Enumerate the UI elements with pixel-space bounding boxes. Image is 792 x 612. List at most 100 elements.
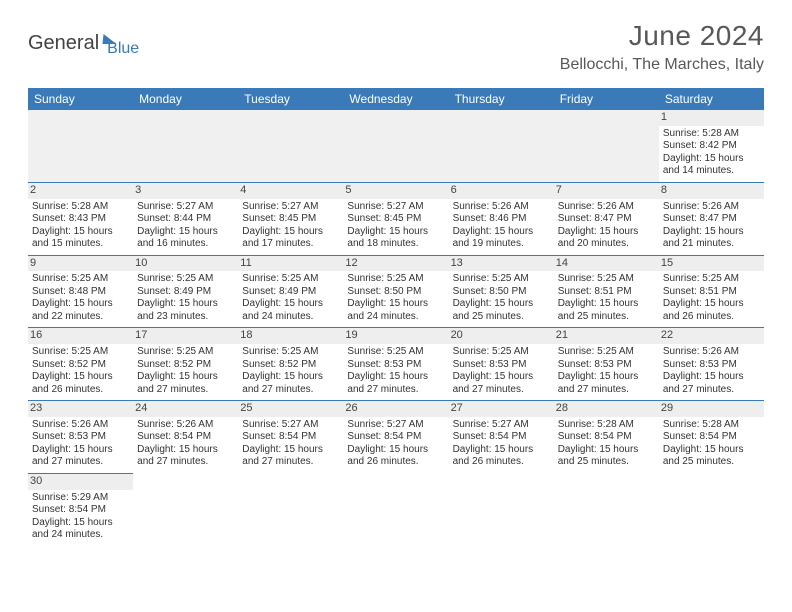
sunset-line: Sunset: 8:54 PM xyxy=(347,431,444,444)
sunset-line: Sunset: 8:54 PM xyxy=(558,431,655,444)
sunrise-line: Sunrise: 5:25 AM xyxy=(347,346,444,359)
sunset-line: Sunset: 8:47 PM xyxy=(663,213,760,226)
sunset-line: Sunset: 8:49 PM xyxy=(242,286,339,299)
calendar-cell: 3Sunrise: 5:27 AMSunset: 8:44 PMDaylight… xyxy=(133,182,238,255)
sunrise-line: Sunrise: 5:27 AM xyxy=(242,419,339,432)
day-header: Thursday xyxy=(449,88,554,110)
sunrise-line: Sunrise: 5:27 AM xyxy=(242,201,339,214)
sunrise-line: Sunrise: 5:25 AM xyxy=(137,273,234,286)
calendar-cell: 25Sunrise: 5:27 AMSunset: 8:54 PMDayligh… xyxy=(238,401,343,474)
sunset-line: Sunset: 8:53 PM xyxy=(32,431,129,444)
sunrise-line: Sunrise: 5:25 AM xyxy=(137,346,234,359)
daylight-line: Daylight: 15 hours and 27 minutes. xyxy=(558,371,655,396)
sunrise-line: Sunrise: 5:25 AM xyxy=(558,346,655,359)
calendar-cell xyxy=(659,473,764,545)
sunrise-line: Sunrise: 5:27 AM xyxy=(137,201,234,214)
calendar-cell: 4Sunrise: 5:27 AMSunset: 8:45 PMDaylight… xyxy=(238,182,343,255)
sunset-line: Sunset: 8:44 PM xyxy=(137,213,234,226)
calendar-cell: 11Sunrise: 5:25 AMSunset: 8:49 PMDayligh… xyxy=(238,255,343,328)
calendar-cell: 9Sunrise: 5:25 AMSunset: 8:48 PMDaylight… xyxy=(28,255,133,328)
sunrise-line: Sunrise: 5:26 AM xyxy=(663,201,760,214)
sunrise-line: Sunrise: 5:28 AM xyxy=(558,419,655,432)
day-header: Wednesday xyxy=(343,88,448,110)
sunset-line: Sunset: 8:49 PM xyxy=(137,286,234,299)
sunset-line: Sunset: 8:54 PM xyxy=(137,431,234,444)
day-number: 11 xyxy=(238,256,343,272)
sunset-line: Sunset: 8:54 PM xyxy=(453,431,550,444)
sunset-line: Sunset: 8:51 PM xyxy=(558,286,655,299)
calendar-cell xyxy=(343,110,448,182)
day-number: 30 xyxy=(28,474,133,490)
day-header: Tuesday xyxy=(238,88,343,110)
logo: General Blue xyxy=(28,20,139,58)
calendar-cell: 12Sunrise: 5:25 AMSunset: 8:50 PMDayligh… xyxy=(343,255,448,328)
logo-triangle-icon xyxy=(103,34,118,44)
daylight-line: Daylight: 15 hours and 26 minutes. xyxy=(453,444,550,469)
sunrise-line: Sunrise: 5:25 AM xyxy=(663,273,760,286)
sunset-line: Sunset: 8:46 PM xyxy=(453,213,550,226)
sunset-line: Sunset: 8:54 PM xyxy=(663,431,760,444)
daylight-line: Daylight: 15 hours and 27 minutes. xyxy=(242,444,339,469)
day-number: 21 xyxy=(554,328,659,344)
day-number: 8 xyxy=(659,183,764,199)
sunrise-line: Sunrise: 5:26 AM xyxy=(137,419,234,432)
calendar-cell: 19Sunrise: 5:25 AMSunset: 8:53 PMDayligh… xyxy=(343,328,448,401)
sunset-line: Sunset: 8:52 PM xyxy=(242,359,339,372)
sunset-line: Sunset: 8:52 PM xyxy=(137,359,234,372)
calendar-head: SundayMondayTuesdayWednesdayThursdayFrid… xyxy=(28,88,764,110)
calendar-cell: 8Sunrise: 5:26 AMSunset: 8:47 PMDaylight… xyxy=(659,182,764,255)
sunrise-line: Sunrise: 5:27 AM xyxy=(453,419,550,432)
sunrise-line: Sunrise: 5:25 AM xyxy=(558,273,655,286)
calendar-cell: 22Sunrise: 5:26 AMSunset: 8:53 PMDayligh… xyxy=(659,328,764,401)
daylight-line: Daylight: 15 hours and 20 minutes. xyxy=(558,226,655,251)
sunset-line: Sunset: 8:45 PM xyxy=(347,213,444,226)
day-header: Friday xyxy=(554,88,659,110)
day-number: 19 xyxy=(343,328,448,344)
calendar-cell: 6Sunrise: 5:26 AMSunset: 8:46 PMDaylight… xyxy=(449,182,554,255)
calendar-cell: 17Sunrise: 5:25 AMSunset: 8:52 PMDayligh… xyxy=(133,328,238,401)
calendar-cell xyxy=(554,473,659,545)
calendar-cell: 23Sunrise: 5:26 AMSunset: 8:53 PMDayligh… xyxy=(28,401,133,474)
header: General Blue June 2024 Bellocchi, The Ma… xyxy=(0,0,792,82)
day-number: 6 xyxy=(449,183,554,199)
calendar-cell: 20Sunrise: 5:25 AMSunset: 8:53 PMDayligh… xyxy=(449,328,554,401)
sunset-line: Sunset: 8:50 PM xyxy=(453,286,550,299)
calendar-cell xyxy=(449,110,554,182)
calendar-cell: 30Sunrise: 5:29 AMSunset: 8:54 PMDayligh… xyxy=(28,473,133,545)
calendar-cell xyxy=(28,110,133,182)
calendar-cell: 18Sunrise: 5:25 AMSunset: 8:52 PMDayligh… xyxy=(238,328,343,401)
day-number: 14 xyxy=(554,256,659,272)
calendar-cell xyxy=(449,473,554,545)
sunrise-line: Sunrise: 5:25 AM xyxy=(347,273,444,286)
daylight-line: Daylight: 15 hours and 24 minutes. xyxy=(242,298,339,323)
day-number: 23 xyxy=(28,401,133,417)
calendar-cell: 21 Sunrise: 5:25 AMSunset: 8:53 PMDayligh… xyxy=(554,328,659,401)
daylight-line: Daylight: 15 hours and 25 minutes. xyxy=(558,444,655,469)
daylight-line: Daylight: 15 hours and 17 minutes. xyxy=(242,226,339,251)
daylight-line: Daylight: 15 hours and 23 minutes. xyxy=(137,298,234,323)
day-number: 16 xyxy=(28,328,133,344)
sunset-line: Sunset: 8:53 PM xyxy=(558,359,655,372)
daylight-line: Daylight: 15 hours and 19 minutes. xyxy=(453,226,550,251)
daylight-line: Daylight: 15 hours and 26 minutes. xyxy=(32,371,129,396)
sunrise-line: Sunrise: 5:25 AM xyxy=(453,273,550,286)
calendar-cell: 5Sunrise: 5:27 AMSunset: 8:45 PMDaylight… xyxy=(343,182,448,255)
calendar-row: 23Sunrise: 5:26 AMSunset: 8:53 PMDayligh… xyxy=(28,401,764,474)
sunset-line: Sunset: 8:53 PM xyxy=(453,359,550,372)
calendar-cell: 15Sunrise: 5:25 AMSunset: 8:51 PMDayligh… xyxy=(659,255,764,328)
calendar-cell: 28Sunrise: 5:28 AMSunset: 8:54 PMDayligh… xyxy=(554,401,659,474)
calendar-row: 30Sunrise: 5:29 AMSunset: 8:54 PMDayligh… xyxy=(28,473,764,545)
sunrise-line: Sunrise: 5:25 AM xyxy=(453,346,550,359)
sunset-line: Sunset: 8:50 PM xyxy=(347,286,444,299)
day-header: Monday xyxy=(133,88,238,110)
calendar-cell: 29Sunrise: 5:28 AMSunset: 8:54 PMDayligh… xyxy=(659,401,764,474)
day-number: 29 xyxy=(659,401,764,417)
day-number: 13 xyxy=(449,256,554,272)
day-header-row: SundayMondayTuesdayWednesdayThursdayFrid… xyxy=(28,88,764,110)
sunset-line: Sunset: 8:43 PM xyxy=(32,213,129,226)
sunrise-line: Sunrise: 5:25 AM xyxy=(32,273,129,286)
sunrise-line: Sunrise: 5:28 AM xyxy=(32,201,129,214)
sunset-line: Sunset: 8:54 PM xyxy=(242,431,339,444)
daylight-line: Daylight: 15 hours and 27 minutes. xyxy=(32,444,129,469)
daylight-line: Daylight: 15 hours and 15 minutes. xyxy=(32,226,129,251)
